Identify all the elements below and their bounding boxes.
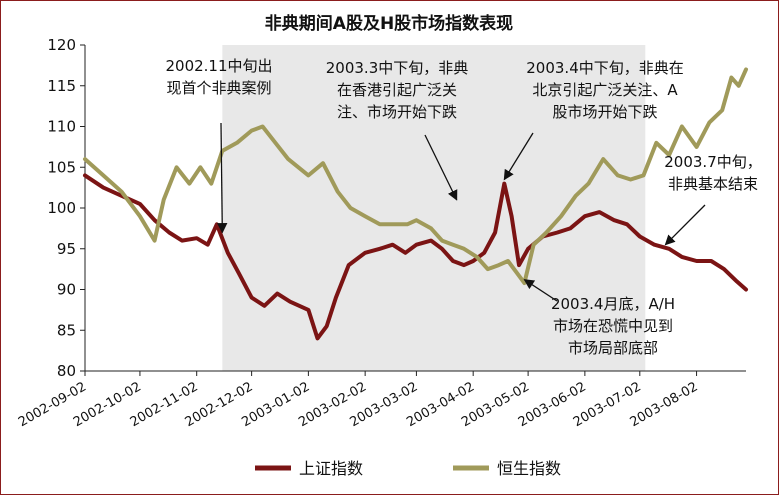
annotation-text: 股市场开始下跌 bbox=[552, 103, 657, 121]
sars-period-shading bbox=[222, 45, 646, 371]
series-line-hangseng bbox=[83, 67, 748, 285]
legend: 上证指数 恒生指数 bbox=[255, 459, 561, 478]
x-axis: 2002-09-022002-10-022002-11-022002-12-02… bbox=[16, 371, 701, 430]
annotation-text: 2002.11中旬出 bbox=[165, 57, 272, 75]
annotation-text: 2003.4中下旬，非典在 bbox=[526, 59, 684, 77]
annotation-text: 现首个非典案例 bbox=[166, 79, 271, 97]
annotation-text: 北京引起广泛关注、A bbox=[532, 81, 678, 99]
annotation-5: 2003.7中旬， 非典基本结束 bbox=[664, 153, 762, 246]
y-tick-label: 110 bbox=[47, 118, 76, 136]
annotation-text: 市场局部底部 bbox=[568, 339, 658, 357]
y-tick-label: 80 bbox=[57, 362, 76, 380]
annotation-arrow bbox=[217, 122, 228, 234]
series-line-shanghai bbox=[83, 173, 748, 341]
annotation-text: 2003.4月底，A/H bbox=[551, 295, 675, 313]
y-tick-label: 115 bbox=[47, 77, 76, 95]
annotation-text: 2003.3中下旬，非典 bbox=[326, 59, 469, 77]
annotation-arrow bbox=[503, 132, 534, 181]
annotation-text: 注、市场开始下跌 bbox=[337, 103, 457, 121]
annotation-arrow bbox=[523, 279, 558, 302]
annotation-text: 非典基本结束 bbox=[668, 175, 758, 193]
y-tick-label: 95 bbox=[57, 240, 76, 258]
annotation-text: 2003.7中旬， bbox=[664, 153, 762, 171]
y-tick-label: 90 bbox=[57, 281, 76, 299]
annotation-text: 在香港引起广泛关 bbox=[337, 81, 457, 99]
legend-label-hangseng: 恒生指数 bbox=[497, 459, 561, 478]
series-layer bbox=[83, 67, 748, 341]
y-tick-label: 85 bbox=[57, 321, 76, 339]
chart-title: 非典期间A股及H股市场指数表现 bbox=[265, 13, 513, 34]
y-tick-label: 105 bbox=[47, 158, 76, 176]
y-axis: 80 85 90 95 100 105 110 115 120 bbox=[47, 36, 85, 380]
annotation-arrow bbox=[424, 134, 458, 201]
y-tick-label: 120 bbox=[47, 36, 76, 54]
annotation-arrow bbox=[664, 204, 706, 246]
legend-label-shanghai: 上证指数 bbox=[299, 459, 363, 478]
annotation-text: 市场在恐慌中见到 bbox=[553, 317, 673, 335]
y-tick-label: 100 bbox=[47, 199, 76, 217]
